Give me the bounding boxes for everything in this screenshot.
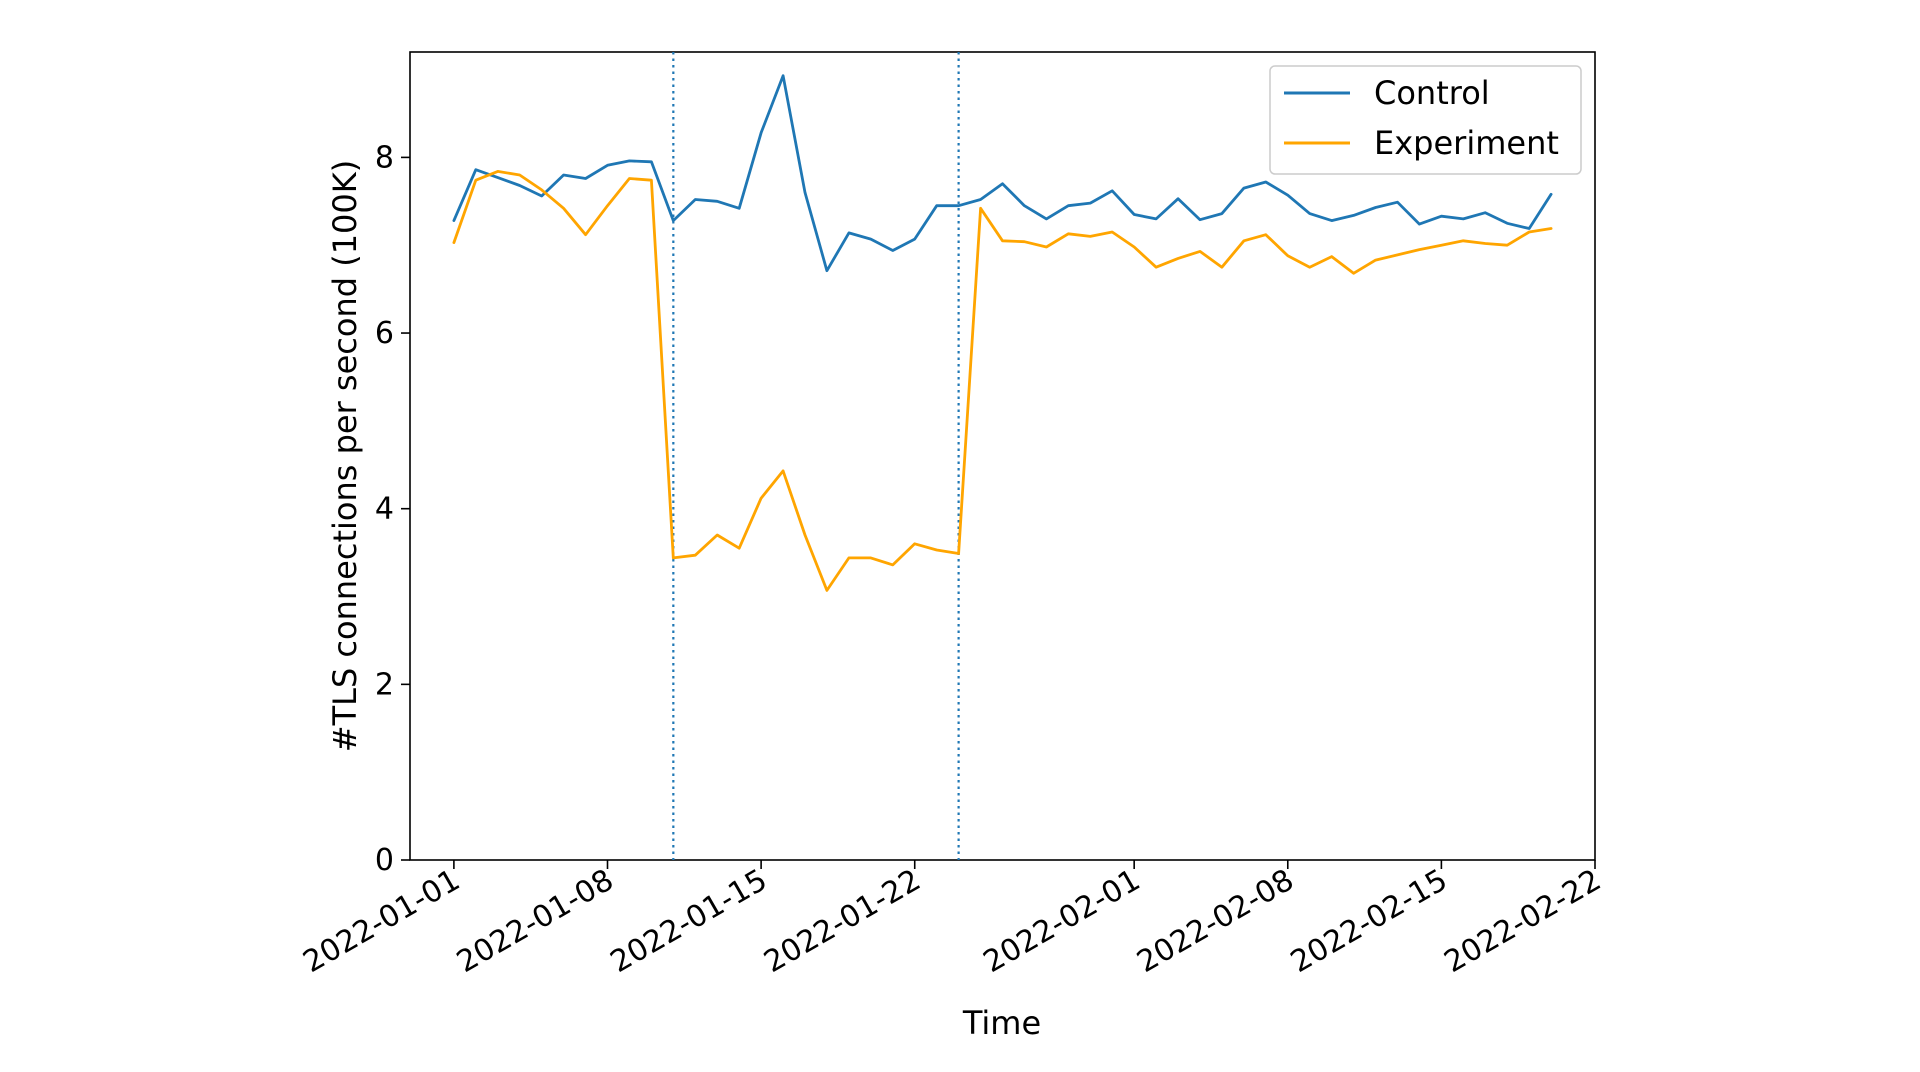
x-tick-label: 2022-02-22: [1439, 863, 1607, 980]
y-axis-label: #TLS connections per second (100K): [326, 160, 364, 752]
plot-area: [409, 51, 1596, 861]
x-tick-label: 2022-01-01: [297, 863, 465, 980]
y-tick-label: 8: [375, 140, 394, 175]
y-tick-label: 2: [375, 667, 394, 702]
y-tick-label: 0: [375, 843, 394, 878]
x-axis-label: Time: [962, 1004, 1041, 1042]
x-tick-label: 2022-02-08: [1131, 863, 1299, 980]
y-axis: 0 2 4 6 8: [375, 140, 410, 878]
y-tick-label: 6: [375, 316, 394, 351]
legend-label-control: Control: [1374, 74, 1490, 112]
x-tick-label: 2022-02-01: [978, 863, 1146, 980]
series-line-control: [452, 74, 1553, 273]
series-line-experiment: [452, 169, 1553, 592]
series-lines: [452, 74, 1553, 592]
x-tick-label: 2022-01-22: [758, 863, 926, 980]
legend-label-experiment: Experiment: [1374, 124, 1559, 162]
event-markers: [672, 52, 960, 860]
legend: Control Experiment: [1269, 65, 1582, 175]
x-tick-label: 2022-01-15: [605, 863, 773, 980]
plot-frame: [409, 51, 1596, 861]
y-tick-label: 4: [375, 492, 394, 527]
x-tick-label: 2022-01-08: [451, 863, 619, 980]
x-axis: 2022-01-012022-01-082022-01-152022-01-22…: [297, 860, 1607, 980]
x-tick-label: 2022-02-15: [1285, 863, 1453, 980]
